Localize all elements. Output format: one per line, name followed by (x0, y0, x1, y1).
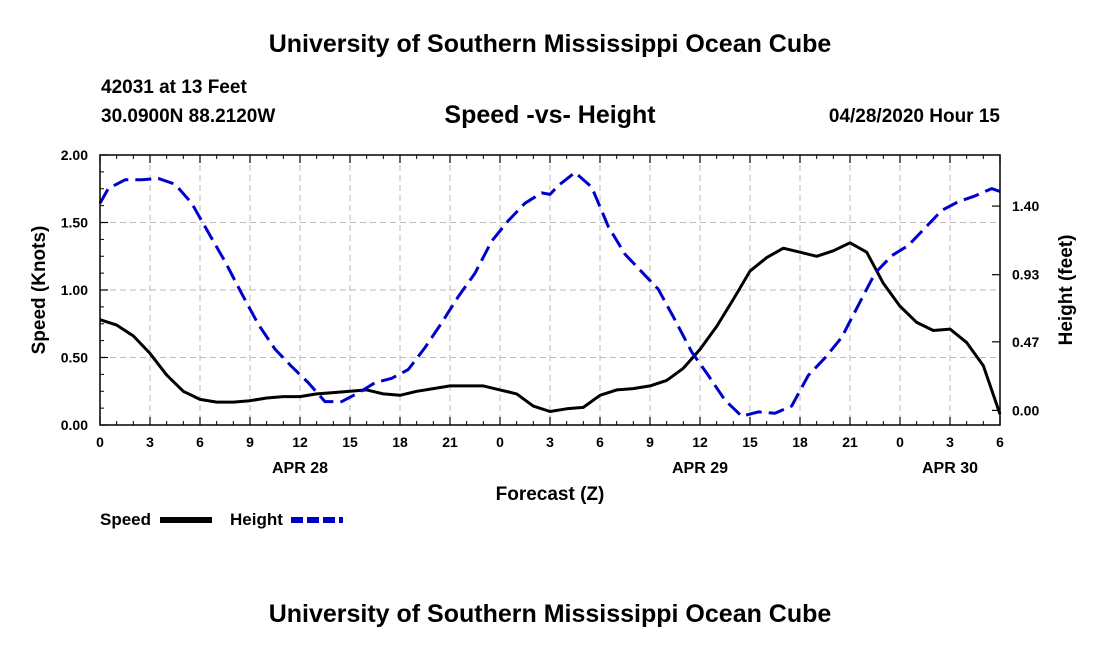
x-tick-label: 3 (946, 434, 954, 450)
y2-axis-label: Height (feet) (1056, 235, 1077, 346)
y-tick-label: 2.00 (61, 147, 88, 163)
y-tick-label: 1.50 (61, 215, 88, 231)
y-axis-label: Speed (Knots) (29, 226, 50, 355)
date-label: APR 30 (922, 460, 978, 477)
x-tick-label: 21 (842, 434, 858, 450)
x-tick-label: 3 (146, 434, 154, 450)
legend-speed-label: Speed (100, 510, 151, 529)
x-tick-label: 6 (596, 434, 604, 450)
x-tick-label: 3 (546, 434, 554, 450)
station-id: 42031 at 13 Feet (101, 77, 247, 98)
y-tick-label: 0.50 (61, 350, 88, 366)
y-tick-label: 0.00 (61, 417, 88, 433)
x-tick-label: 0 (496, 434, 504, 450)
bottom-title: University of Southern Mississippi Ocean… (268, 600, 832, 628)
x-tick-label: 9 (646, 434, 654, 450)
series-layer (98, 171, 1002, 418)
axis-layer: 0 3 6 9 12 15 18 21 0 3 6 9 12 15 18 21 0 3 6 APR 28 APR 29 A… (61, 147, 1040, 477)
series-line-speed (99, 241, 1002, 415)
chart-title: Speed -vs- Height (444, 101, 656, 129)
x-tick-label: 12 (292, 434, 308, 450)
date-label: APR 28 (272, 460, 328, 477)
chart-date: 04/28/2020 Hour 15 (828, 106, 1000, 127)
x-tick-label: 18 (792, 434, 808, 450)
y2-tick-label: 0.00 (1012, 402, 1039, 418)
top-title: University of Southern Mississippi Ocean… (268, 30, 832, 58)
x-tick-label: 12 (692, 434, 708, 450)
y-tick-label: 1.00 (61, 282, 88, 298)
y2-tick-label: 0.93 (1012, 267, 1039, 283)
y2-tick-label: 1.40 (1012, 198, 1039, 214)
grid-layer (100, 155, 1000, 425)
date-label: APR 29 (672, 460, 728, 477)
x-tick-label: 18 (392, 434, 408, 450)
x-tick-label: 6 (196, 434, 204, 450)
x-tick-label: 15 (342, 434, 358, 450)
series-line-height (98, 171, 1001, 418)
legend: Speed Height (100, 510, 343, 529)
x-tick-label: 15 (742, 434, 758, 450)
legend-height-label: Height (230, 510, 283, 529)
x-tick-label: 0 (96, 434, 104, 450)
x-tick-label: 0 (896, 434, 904, 450)
x-tick-label: 9 (246, 434, 254, 450)
x-tick-label: 6 (996, 434, 1004, 450)
station-coordinates: 30.0900N 88.2120W (101, 106, 276, 127)
y2-tick-label: 0.47 (1012, 334, 1039, 350)
x-tick-label: 21 (442, 434, 458, 450)
x-axis-label: Forecast (Z) (496, 484, 605, 505)
